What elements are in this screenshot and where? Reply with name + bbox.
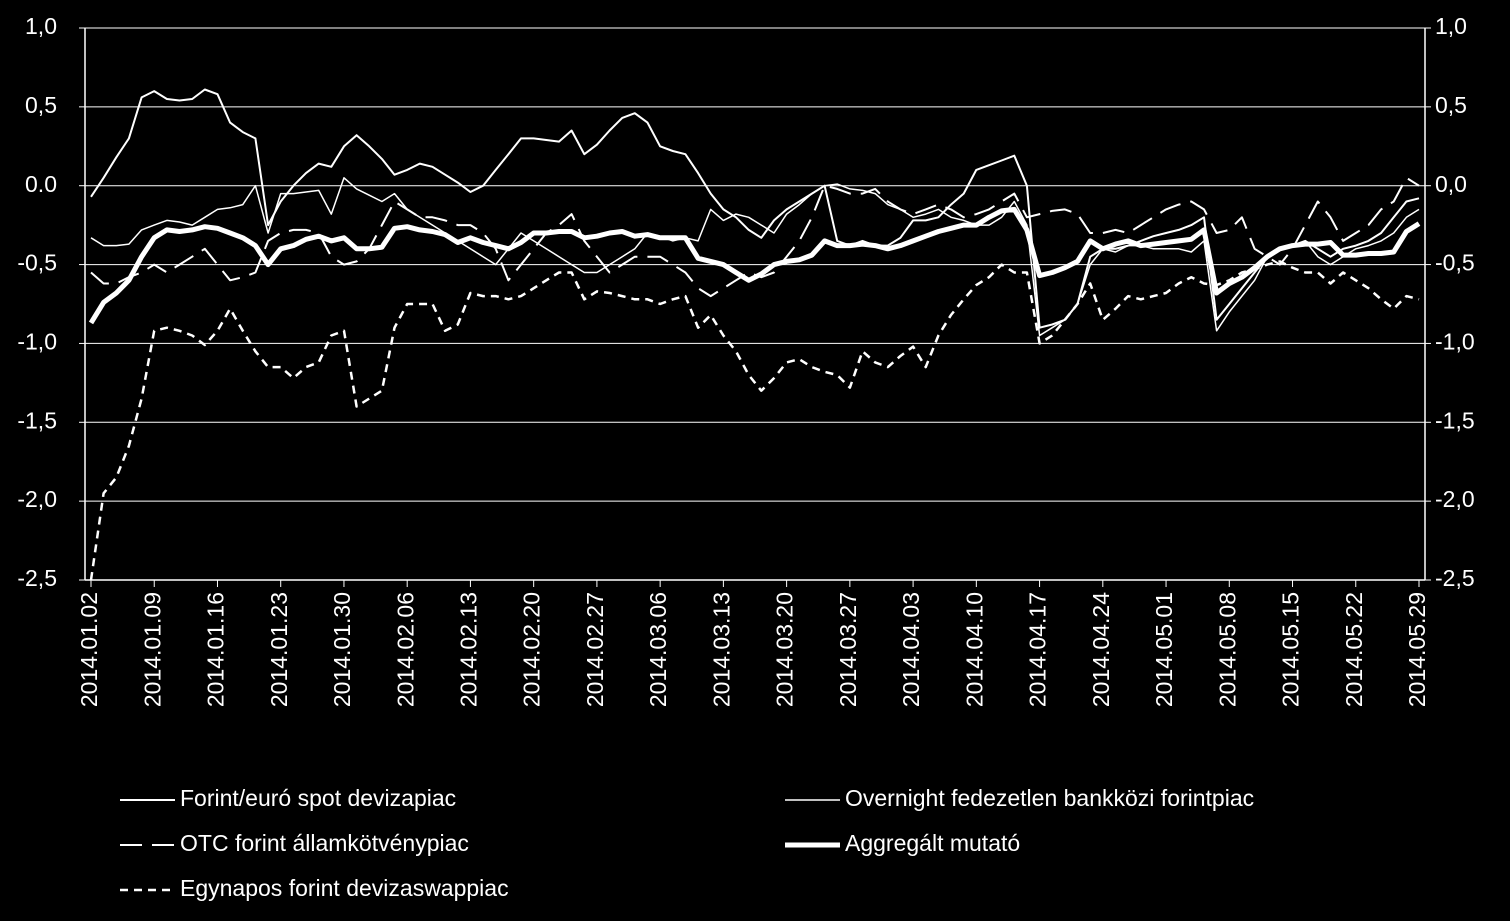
y2-tick-label: 0,0 (1435, 171, 1467, 197)
x-tick-label: 2014.05.15 (1278, 592, 1304, 707)
y-tick-label: 0.0 (25, 171, 57, 197)
x-tick-label: 2014.01.30 (329, 592, 355, 707)
y-tick-label: -2,5 (17, 565, 57, 591)
legend-label: OTC forint államkötvénypiac (180, 830, 469, 856)
x-tick-label: 2014.03.27 (835, 592, 861, 707)
y-tick-label: 0,5 (25, 92, 57, 118)
x-tick-label: 2014.04.17 (1025, 592, 1051, 707)
x-tick-label: 2014.02.13 (456, 592, 482, 707)
x-tick-label: 2014.01.23 (266, 592, 292, 707)
x-tick-label: 2014.01.02 (76, 592, 102, 707)
x-tick-label: 2014.01.16 (203, 592, 229, 707)
x-tick-label: 2014.05.08 (1214, 592, 1240, 707)
series-line (90, 177, 1420, 337)
x-tick-label: 2014.02.20 (519, 592, 545, 707)
x-tick-label: 2014.02.27 (582, 592, 608, 707)
x-tick-label: 2014.05.29 (1404, 592, 1430, 707)
x-tick-label: 2014.03.06 (645, 592, 671, 707)
y-tick-label: -0,5 (17, 250, 57, 276)
y2-tick-label: 1,0 (1435, 13, 1467, 39)
legend-label: Aggregált mutató (845, 830, 1020, 856)
x-tick-label: 2014.01.09 (139, 592, 165, 707)
y-tick-label: 1,0 (25, 13, 57, 39)
legend-label: Overnight fedezetlen bankközi forintpiac (845, 785, 1254, 811)
x-tick-label: 2014.04.10 (961, 592, 987, 707)
x-tick-label: 2014.03.13 (708, 592, 734, 707)
legend-label: Egynapos forint devizaswappiac (180, 875, 509, 901)
y2-tick-label: -2,5 (1435, 565, 1475, 591)
x-tick-label: 2014.04.03 (898, 592, 924, 707)
x-tick-label: 2014.05.01 (1151, 592, 1177, 707)
series-line (88, 206, 1421, 325)
y-tick-label: -1,0 (17, 329, 57, 355)
x-tick-label: 2014.04.24 (1088, 592, 1114, 707)
y2-tick-label: -1,0 (1435, 329, 1475, 355)
y-tick-label: -1,5 (17, 407, 57, 433)
x-tick-label: 2014.05.22 (1341, 592, 1367, 707)
series-line (90, 88, 1420, 329)
y2-tick-label: 0,5 (1435, 92, 1467, 118)
y2-tick-label: -2,0 (1435, 486, 1475, 512)
y2-tick-label: -0,5 (1435, 250, 1475, 276)
series-line (89, 260, 1420, 581)
y2-tick-label: -1,5 (1435, 407, 1475, 433)
x-tick-label: 2014.02.06 (392, 592, 418, 707)
y-tick-label: -2,0 (17, 486, 57, 512)
x-tick-label: 2014.03.20 (772, 592, 798, 707)
legend-label: Forint/euró spot devizapiac (180, 785, 456, 811)
